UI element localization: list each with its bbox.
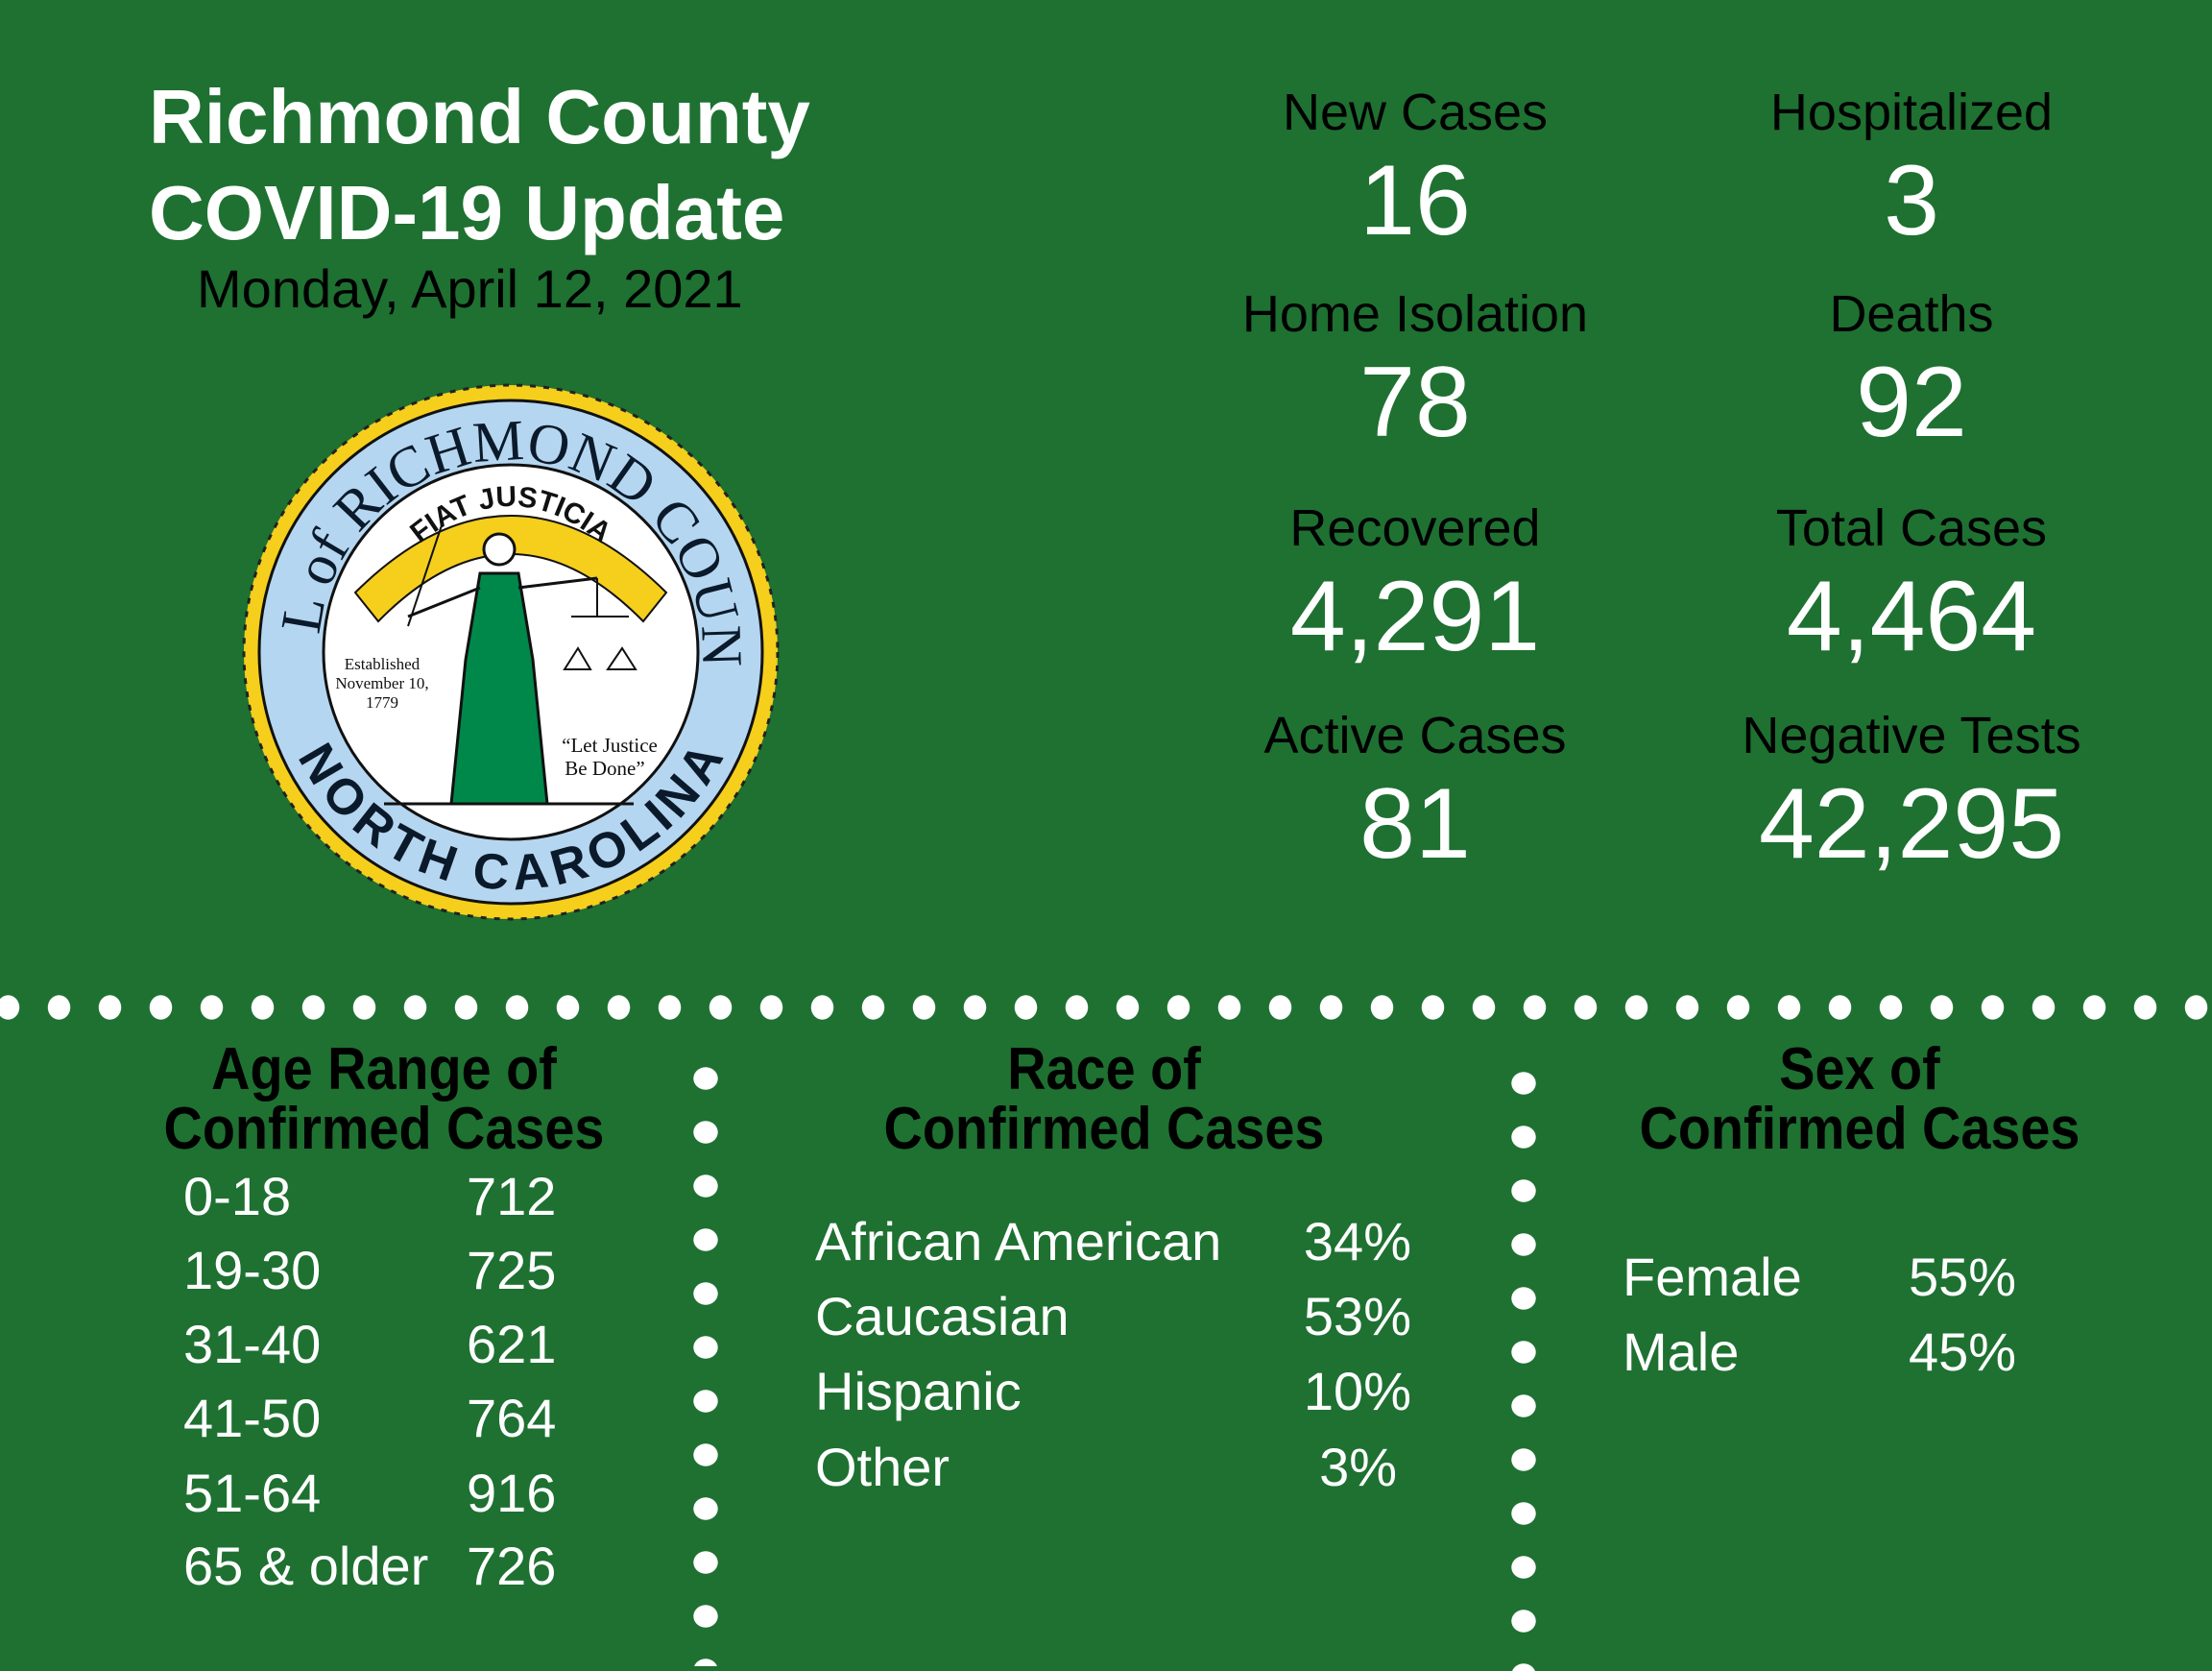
stat-value: 92 xyxy=(1856,347,1967,458)
report-date: Monday, April 12, 2021 xyxy=(197,258,743,319)
county-seal-logo: SEAL of RICHMOND COUNTY NORTH CAROLINA F… xyxy=(240,381,780,921)
stat-label: Negative Tests xyxy=(1742,707,2081,764)
age-count: 712 xyxy=(467,1166,557,1226)
age-range: 0-18 xyxy=(183,1166,292,1226)
dotted-divider-vertical-2 xyxy=(1510,1056,1537,1671)
sex-heading-2: Confirmed Cases xyxy=(1639,1096,2080,1162)
title-line-2: COVID-19 Update xyxy=(149,170,785,255)
race-heading-2: Confirmed Cases xyxy=(883,1096,1325,1162)
stat-label: Hospitalized xyxy=(1769,84,2054,141)
race-pct: 53% xyxy=(1303,1286,1411,1346)
age-range: 51-64 xyxy=(183,1463,322,1523)
stat-value: 4,464 xyxy=(1786,561,2037,672)
sex-heading-1: Sex of xyxy=(1779,1036,1940,1102)
age-count: 725 xyxy=(467,1240,557,1300)
sex-label: Female xyxy=(1623,1247,1802,1307)
age-range: 65 & older xyxy=(183,1536,429,1596)
motto-banner xyxy=(353,515,668,623)
age-count: 916 xyxy=(467,1463,557,1523)
race-label: Other xyxy=(815,1437,950,1497)
age-count: 764 xyxy=(467,1388,557,1448)
race-pct: 3% xyxy=(1319,1437,1397,1497)
race-pct: 34% xyxy=(1303,1211,1411,1271)
seal-established-2: November 10, xyxy=(335,674,428,692)
stat-label: Deaths xyxy=(1829,285,1994,343)
seal-established-1: Established xyxy=(345,655,421,673)
stat-value: 42,295 xyxy=(1758,768,2065,880)
age-count: 621 xyxy=(467,1314,557,1374)
stat-label: New Cases xyxy=(1282,84,1549,141)
stat-value: 16 xyxy=(1359,145,1471,256)
stat-value: 78 xyxy=(1359,347,1471,458)
stat-value: 3 xyxy=(1884,145,1939,256)
age-heading-2: Confirmed Cases xyxy=(163,1096,605,1162)
seal-quote-1: “Let Justice xyxy=(562,734,658,757)
stat-new-cases: New Cases 16 xyxy=(1146,79,1684,256)
race-label: African American xyxy=(815,1211,1222,1271)
sex-pct: 45% xyxy=(1909,1321,2017,1382)
sex-pct: 55% xyxy=(1909,1247,2017,1307)
stat-total-cases: Total Cases 4,464 xyxy=(1643,495,2180,672)
age-range: 41-50 xyxy=(183,1388,322,1448)
age-count: 726 xyxy=(467,1536,557,1596)
race-label: Caucasian xyxy=(815,1286,1070,1346)
stat-value: 4,291 xyxy=(1289,561,1541,672)
sex-label: Male xyxy=(1623,1321,1740,1382)
age-heading-1: Age Range of xyxy=(211,1036,557,1102)
stat-deaths: Deaths 92 xyxy=(1643,280,2180,458)
race-pct: 10% xyxy=(1303,1361,1411,1421)
stat-active-cases: Active Cases 81 xyxy=(1146,702,1684,880)
race-heading-1: Race of xyxy=(1007,1036,1201,1102)
stat-label: Total Cases xyxy=(1775,499,2048,557)
seal-quote-2: Be Done” xyxy=(565,757,644,780)
stat-label: Active Cases xyxy=(1263,707,1567,764)
dotted-divider-horizontal xyxy=(0,995,2212,1020)
stat-hospitalized: Hospitalized 3 xyxy=(1643,79,2180,256)
dotted-divider-vertical-1 xyxy=(692,1052,719,1666)
age-range: 19-30 xyxy=(183,1240,322,1300)
stat-home-isolation: Home Isolation 78 xyxy=(1146,280,1684,458)
title-line-1: Richmond County xyxy=(149,74,810,159)
age-range: 31-40 xyxy=(183,1314,322,1374)
stat-label: Recovered xyxy=(1289,499,1541,557)
stat-negative-tests: Negative Tests 42,295 xyxy=(1643,702,2180,880)
stat-label: Home Isolation xyxy=(1241,285,1589,343)
seal-established-3: 1779 xyxy=(366,693,398,712)
stat-recovered: Recovered 4,291 xyxy=(1146,495,1684,672)
stat-value: 81 xyxy=(1359,768,1471,880)
lady-justice-figure xyxy=(384,524,637,806)
race-label: Hispanic xyxy=(815,1361,1022,1421)
